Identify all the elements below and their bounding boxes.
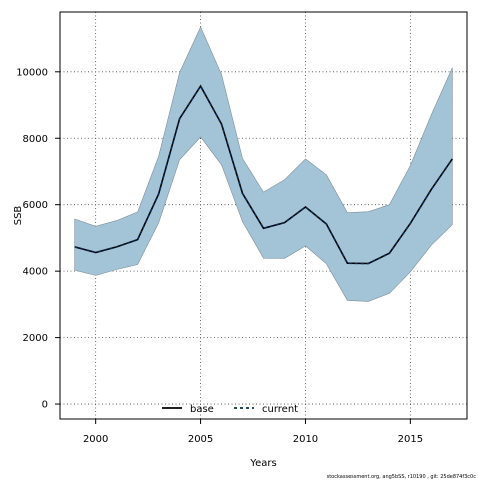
y-tick-label: 6000 <box>23 200 48 211</box>
x-tick-label: 2015 <box>398 434 423 445</box>
y-tick-label: 10000 <box>16 67 48 78</box>
y-tick-label: 8000 <box>23 134 48 145</box>
legend-label-base: base <box>190 404 214 415</box>
y-tick-label: 4000 <box>23 267 48 278</box>
confidence-band <box>74 26 453 302</box>
y-axis: 0 2000 4000 6000 8000 10000 <box>16 67 60 411</box>
plot-frame <box>59 11 468 420</box>
x-axis-title: Years <box>249 458 276 469</box>
x-tick-label: 2010 <box>293 434 318 445</box>
legend: base current <box>162 404 298 415</box>
y-tick-label: 0 <box>42 400 48 411</box>
x-tick-label: 2000 <box>83 434 108 445</box>
x-axis: 2000 2005 2010 2015 <box>83 419 423 445</box>
y-tick-label: 2000 <box>23 333 48 344</box>
legend-label-current: current <box>262 404 298 415</box>
x-tick-label: 2005 <box>188 434 213 445</box>
series-line-current <box>74 84 453 265</box>
y-axis-title: SSB <box>13 206 24 226</box>
footer-note: stockassessment.org, ang5bSS, r10190 , g… <box>327 474 477 480</box>
